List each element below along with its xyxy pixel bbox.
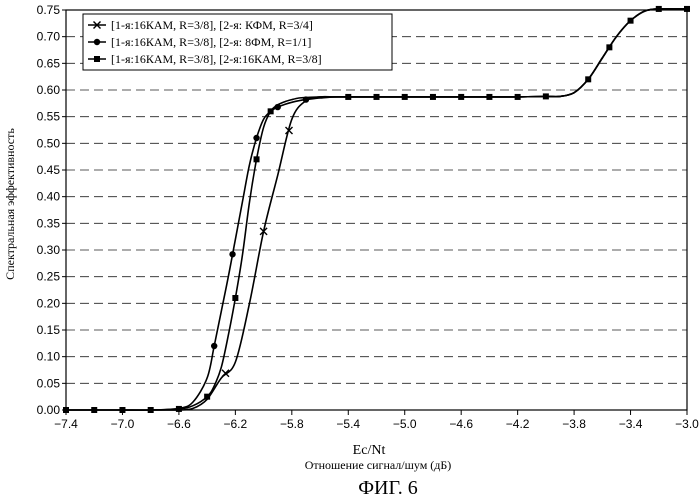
x-tick-label: −3.4 <box>619 417 643 431</box>
y-tick-label: 0.55 <box>37 110 61 124</box>
x-axis-label: Ec/Nt <box>353 443 386 458</box>
x-tick-label: −4.2 <box>506 417 530 431</box>
series-3-point <box>345 94 351 100</box>
legend-marker <box>94 39 100 45</box>
legend-entry: [1-я:16КАМ, R=3/8], [2-я: КФМ, R=3/4] <box>111 18 313 32</box>
series-3-point <box>232 295 238 301</box>
y-tick-label: 0.05 <box>37 376 61 390</box>
legend-entry: [1-я:16КАМ, R=3/8], [2-я:16КАМ, R=3/8] <box>111 52 322 66</box>
series-2-point <box>253 135 259 141</box>
x-tick-label: −5.0 <box>393 417 417 431</box>
y-tick-label: 0.25 <box>37 270 61 284</box>
y-axis-ticks: 0.00 0.05 0.10 0.15 0.20 0.25 0.30 0.35 0.40 0.45… <box>37 3 66 417</box>
x-tick-label: −5.4 <box>336 417 360 431</box>
series-3-point <box>585 76 591 82</box>
series-2-point <box>303 96 309 102</box>
figure-caption: ФИГ. 6 <box>358 477 418 498</box>
series-2-point <box>211 343 217 349</box>
y-tick-label: 0.60 <box>37 83 61 97</box>
x-tick-label: −4.6 <box>449 417 473 431</box>
x-tick-label: −3.0 <box>675 417 699 431</box>
y-tick-label: 0.50 <box>37 136 61 150</box>
series-3-point <box>374 94 380 100</box>
series-2-point <box>275 104 281 110</box>
series-2-point <box>229 251 235 257</box>
series-3-point <box>402 94 408 100</box>
x-tick-label: −7.0 <box>111 417 135 431</box>
series-3-point <box>204 394 210 400</box>
x-tick-label: −5.8 <box>280 417 304 431</box>
series-3-point <box>515 94 521 100</box>
series-3-point <box>543 93 549 99</box>
y-tick-label: 0.00 <box>37 403 61 417</box>
series-3-point <box>606 44 612 50</box>
x-axis-sublabel: Отношение сигнал/шум (дБ) <box>305 458 452 472</box>
x-tick-label: −6.2 <box>224 417 248 431</box>
legend-marker <box>94 56 100 62</box>
y-tick-label: 0.40 <box>37 190 61 204</box>
y-tick-label: 0.15 <box>37 323 61 337</box>
legend: [1-я:16КАМ, R=3/8], [2-я: КФМ, R=3/4] [1-… <box>83 14 392 70</box>
series-3-point <box>628 18 634 24</box>
legend-entry: [1-я:16КАМ, R=3/8], [2-я: 8ФМ, R=1/1] <box>111 35 311 49</box>
x-axis-ticks: −7.4 −7.0 −6.6 −6.2 −5.8 −5.4 −5.0 −4.6 −4.2 −3.8… <box>54 410 699 431</box>
x-tick-label: −6.6 <box>167 417 191 431</box>
y-tick-label: 0.65 <box>37 56 61 70</box>
series-3-point <box>458 94 464 100</box>
series-3-point <box>656 6 662 12</box>
series-3-point <box>268 108 274 114</box>
y-tick-label: 0.45 <box>37 163 61 177</box>
y-tick-label: 0.10 <box>37 350 61 364</box>
y-tick-label: 0.70 <box>37 30 61 44</box>
x-tick-label: −7.4 <box>54 417 78 431</box>
y-tick-label: 0.20 <box>37 296 61 310</box>
y-axis-label: Спектральная эффективность <box>3 128 17 280</box>
y-tick-label: 0.30 <box>37 243 61 257</box>
y-tick-label: 0.75 <box>37 3 61 17</box>
series-3-point <box>486 94 492 100</box>
series-3-point <box>254 156 260 162</box>
x-tick-label: −3.8 <box>562 417 586 431</box>
y-tick-label: 0.35 <box>37 216 61 230</box>
series-3-point <box>430 94 436 100</box>
